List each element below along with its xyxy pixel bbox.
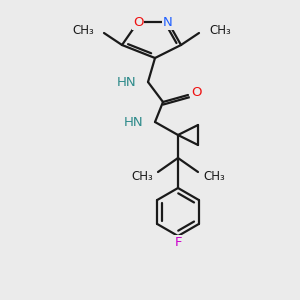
Text: CH₃: CH₃ — [209, 25, 231, 38]
Text: CH₃: CH₃ — [203, 169, 225, 182]
Text: N: N — [163, 16, 173, 28]
Text: HN: HN — [116, 76, 136, 88]
Text: CH₃: CH₃ — [72, 25, 94, 38]
Text: O: O — [191, 86, 201, 100]
Text: F: F — [174, 236, 182, 250]
Text: O: O — [133, 16, 143, 28]
Text: HN: HN — [123, 116, 143, 128]
Text: CH₃: CH₃ — [131, 169, 153, 182]
